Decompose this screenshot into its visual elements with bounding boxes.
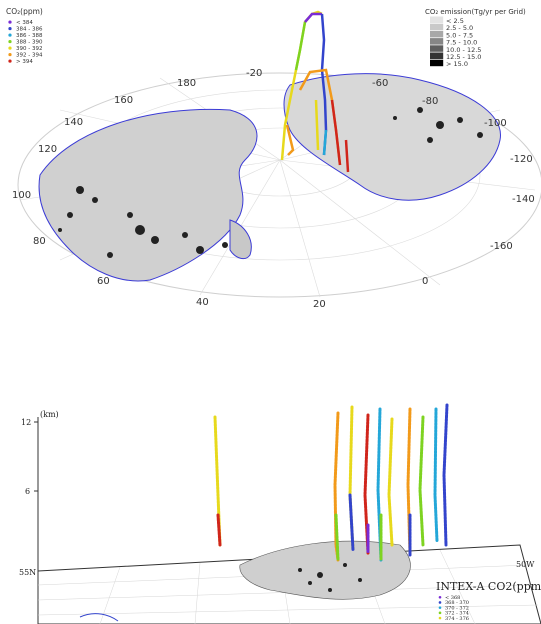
co2-legend-item-label: 392 - 394 <box>16 53 43 59</box>
lon-label: 120 <box>38 144 57 155</box>
emission-legend-item-label: 5.0 - 7.5 <box>446 31 473 39</box>
lon-label: 140 <box>64 117 83 128</box>
co2-legend-item-label: 386 - 388 <box>16 33 43 39</box>
lon-label: 40 <box>196 297 209 308</box>
intex-legend-item-swatch <box>438 595 442 599</box>
small-coast <box>79 613 119 622</box>
co2-legend-item-label: 388 - 390 <box>16 40 43 46</box>
flight-profiles <box>280 10 350 173</box>
intex-legend-item-label: 374 - 376 <box>445 616 469 622</box>
north-america-shape <box>239 540 411 600</box>
emission-legend-item-label: 2.5 - 5.0 <box>446 24 473 32</box>
lat-label: 55N <box>19 568 36 577</box>
emission-hotspots <box>58 107 483 258</box>
lon-label: 0 <box>422 276 428 287</box>
lon-label: -80 <box>422 96 438 107</box>
emission-legend-item-swatch <box>430 16 444 23</box>
intex-legend-item-label: 368 - 370 <box>445 600 469 606</box>
co2-legend-item-swatch <box>8 26 12 31</box>
lon-label: 20 <box>313 299 326 310</box>
co2-legend-item-swatch <box>8 46 12 50</box>
longitude-labels: 180 -20 -60 -80 160 -100 140 120 -120 10… <box>12 68 535 310</box>
emission-legend-item-swatch <box>430 23 444 31</box>
emission-legend: CO₂ emission(Tg/yr per Grid) < 2.52.5 - … <box>425 8 526 68</box>
co2-legend-item-label: 384 - 386 <box>16 27 43 33</box>
emission-legend-item-label: 10.0 - 12.5 <box>446 46 481 54</box>
lon-label: -140 <box>512 194 535 205</box>
emission-legend-item-swatch <box>430 52 444 59</box>
lon-label: -60 <box>372 78 388 89</box>
emission-legend-item-label: 7.5 - 10.0 <box>446 39 477 47</box>
landmasses <box>38 73 501 282</box>
emission-legend-item-swatch <box>430 59 444 67</box>
lon-label: 60 <box>97 276 110 287</box>
lon-label: -100 <box>484 118 507 129</box>
intex-legend-item-label: 372 - 374 <box>445 611 469 617</box>
altitude-tick: 12 <box>21 418 31 427</box>
intex-legend-item-label: 370 - 372 <box>445 605 469 611</box>
lon-label: 180 <box>177 78 196 89</box>
emission-legend-item-label: 12.5 - 15.0 <box>446 53 481 61</box>
lon-label: 160 <box>114 95 133 106</box>
co2-legend-item-label: 390 - 392 <box>16 46 42 52</box>
lon-label: -120 <box>510 154 533 165</box>
co2-legend-item-swatch <box>8 39 12 44</box>
co2-legend-item-swatch <box>8 33 12 37</box>
intex-legend-item-swatch <box>438 616 442 620</box>
ground-emissions <box>298 563 362 592</box>
emission-legend-item-swatch <box>430 30 444 38</box>
emission-legend-item-swatch <box>430 38 444 45</box>
altitude-tick: 6 <box>25 487 30 496</box>
emission-legend-item-label: > 15.0 <box>446 60 468 68</box>
co2-legend-item-label: < 384 <box>16 20 33 26</box>
co2-legend-item-swatch <box>8 20 12 24</box>
lon-label: -160 <box>490 241 513 252</box>
co2-legend-title: CO₂(ppm) <box>6 7 43 16</box>
profile-3d-panel: (km) 12 6 55N 50W <box>0 395 541 624</box>
profile-3d-svg: (km) 12 6 55N 50W <box>19 403 541 624</box>
intex-legend-item-label: < 368 <box>445 595 460 601</box>
lon-label: 50W <box>516 560 535 569</box>
intex-legend-title: INTEX-A CO2(ppm) <box>436 580 541 593</box>
altitude-axis: (km) 12 6 55N <box>19 410 59 577</box>
intex-legend-item-swatch <box>438 611 442 615</box>
altitude-unit: (km) <box>40 410 59 419</box>
vertical-profiles <box>213 403 449 562</box>
intex-legend-item-swatch <box>438 601 442 604</box>
emission-legend-title: CO₂ emission(Tg/yr per Grid) <box>425 8 526 16</box>
emission-legend-item-swatch <box>430 45 444 52</box>
lon-label: -20 <box>246 68 262 79</box>
intex-legend-item-swatch <box>438 606 442 609</box>
co2-legend-item-swatch <box>8 59 12 63</box>
polar-map-svg: 180 -20 -60 -80 160 -100 140 120 -120 10… <box>6 7 541 310</box>
polar-map-panel: 180 -20 -60 -80 160 -100 140 120 -120 10… <box>0 0 541 310</box>
emission-legend-item-label: < 2.5 <box>446 17 464 25</box>
co2-legend-item-swatch <box>8 52 12 57</box>
lon-label: 100 <box>12 190 31 201</box>
co2-legend-item-label: > 394 <box>16 59 33 65</box>
lon-label: 80 <box>33 236 46 247</box>
